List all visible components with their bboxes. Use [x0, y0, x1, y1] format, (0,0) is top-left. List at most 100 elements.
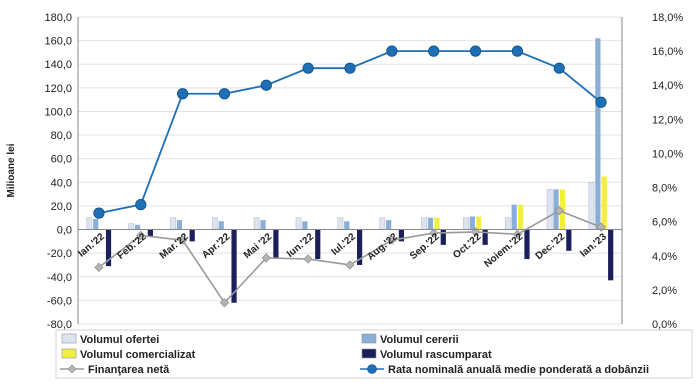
net-financing-point	[512, 229, 523, 239]
y2-tick-label: 10,0%	[652, 148, 683, 160]
x-tick-label: Feb.'22	[116, 231, 149, 262]
bar	[398, 229, 405, 242]
bar	[427, 217, 434, 230]
y2-tick-label: 12,0%	[652, 114, 683, 126]
bar	[337, 217, 344, 230]
legend-label: Volumul rascumparat	[380, 349, 492, 361]
bar	[128, 223, 135, 230]
bar	[189, 229, 195, 242]
legend-label: Volumul comercializat	[80, 349, 196, 361]
bar	[469, 216, 475, 230]
y-tick-label: -80,0	[47, 319, 72, 331]
bar	[231, 229, 237, 303]
y-tick-label: -40,0	[47, 272, 72, 284]
y-tick-label: 40,0	[51, 177, 72, 189]
x-tick-label: Aug.'22	[365, 231, 400, 263]
bar	[295, 217, 302, 230]
x-tick-label: Noiem.'22	[482, 231, 525, 270]
net-financing-point	[219, 298, 230, 308]
legend-swatch	[361, 348, 377, 359]
bar	[386, 220, 392, 230]
rate-point	[218, 88, 231, 100]
y-tick-label: 20,0	[51, 201, 72, 213]
legend-label: Volumul ofertei	[80, 334, 159, 346]
rate-point	[511, 45, 523, 57]
y2-tick-label: 6,0%	[652, 217, 677, 229]
y-tick-label: 120,0	[44, 83, 72, 95]
axes: -80,0 -60,0 -40,0 -20,0 0,0 20,0 40,0 60,0 80,0 1…	[6, 12, 683, 331]
bar	[511, 204, 517, 230]
bar	[524, 229, 530, 260]
bar	[601, 176, 607, 230]
y2-tick-label: 14,0%	[652, 80, 683, 92]
y-tick-label: 60,0	[51, 154, 72, 166]
bar	[476, 216, 482, 230]
rate-point	[344, 62, 356, 74]
bar	[608, 229, 614, 281]
bar	[517, 204, 524, 230]
legend-label: Rata nominală anuală medie ponderată a d…	[388, 364, 649, 376]
y-tick-label: 80,0	[51, 130, 72, 142]
legend-swatch	[61, 348, 77, 359]
legend-swatch-marker	[367, 364, 377, 374]
net-financing-point	[136, 230, 146, 241]
bar	[379, 217, 386, 230]
y-tick-label: 100,0	[44, 106, 72, 118]
bar	[482, 229, 488, 245]
y2-tick-label: 4,0%	[652, 251, 677, 263]
rate-line	[98, 50, 602, 215]
bar	[253, 217, 260, 230]
y-tick-label: 180,0	[44, 12, 72, 24]
bar	[134, 224, 141, 230]
legend-label: Finanţarea netă	[88, 364, 170, 376]
bar	[566, 229, 572, 251]
y2-tick-label: 16,0%	[652, 46, 683, 58]
net-financing-point	[554, 206, 564, 216]
net-financing-point	[429, 228, 439, 238]
line-series	[93, 45, 607, 308]
bar	[421, 217, 427, 230]
rate-point	[135, 199, 147, 211]
bar	[434, 217, 440, 230]
x-tick-label: Iul.'22	[329, 231, 358, 258]
rate-point	[428, 45, 440, 57]
bar	[105, 229, 112, 267]
y2-tick-label: 2,0%	[652, 285, 677, 297]
y-axis-title: Milioane lei	[6, 143, 17, 197]
bar	[504, 217, 511, 230]
bar	[170, 217, 176, 230]
x-tick-label: Apr.'22	[200, 231, 233, 261]
y2-tick-label: 8,0%	[652, 183, 677, 195]
rate-point	[595, 96, 607, 108]
y2-tick-label: 18,0%	[652, 12, 683, 24]
rate-point	[177, 88, 189, 100]
bar	[147, 229, 153, 237]
net-financing-point	[177, 235, 188, 245]
y2-tick-label: 0,0%	[652, 319, 677, 331]
net-financing-point	[261, 253, 271, 263]
net-financing-point	[387, 235, 397, 245]
legend-swatch	[61, 333, 77, 344]
bar	[440, 229, 446, 245]
bar	[211, 217, 218, 230]
y-tick-label: -20,0	[47, 248, 72, 260]
rate-point	[469, 45, 482, 57]
bar	[344, 221, 350, 230]
y-tick-label: 160,0	[44, 36, 72, 48]
legend-swatch	[361, 333, 377, 344]
x-tick-label: Oct.'22	[451, 231, 484, 261]
bar-series	[86, 38, 614, 303]
rate-point	[260, 79, 272, 91]
x-tick-label: Ian.'23	[578, 231, 609, 259]
rate-point	[302, 62, 314, 74]
bar	[595, 38, 601, 230]
x-tick-label: Iun.'22	[285, 231, 316, 260]
net-financing-point	[303, 254, 313, 264]
y-tick-label: 140,0	[44, 59, 72, 71]
x-tick-label: Ian.'22	[76, 231, 107, 259]
net-financing-point	[345, 260, 355, 270]
bar	[302, 221, 308, 230]
bar	[357, 229, 363, 265]
